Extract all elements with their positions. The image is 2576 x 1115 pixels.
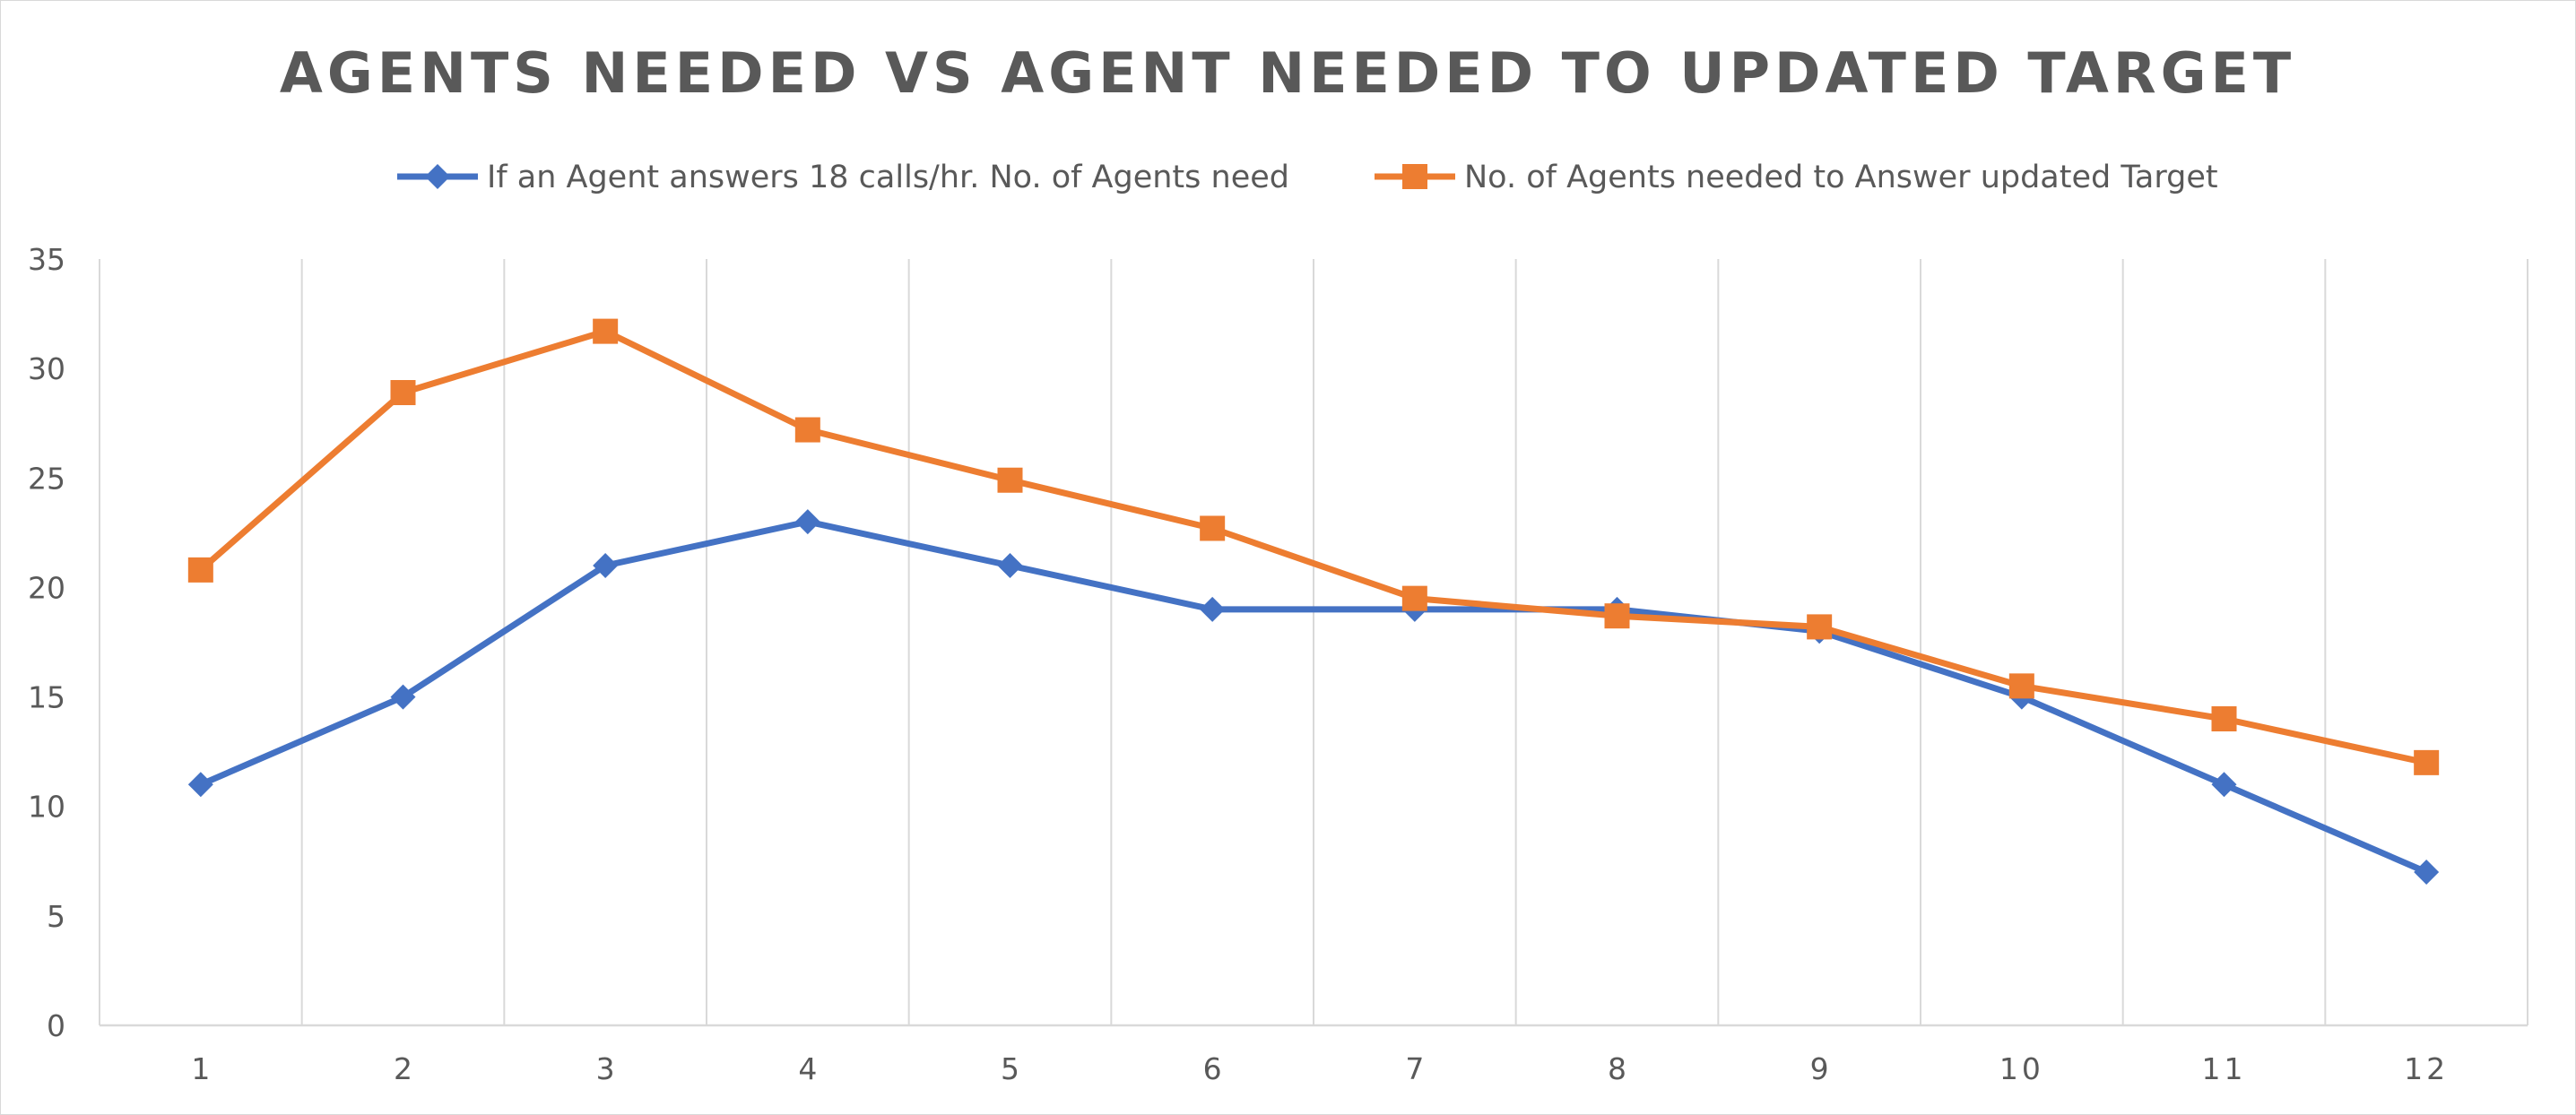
y-tick-label: 30 <box>28 351 65 386</box>
x-tick-label: 4 <box>798 1051 817 1086</box>
legend: If an Agent answers 18 calls/hr. No. of … <box>397 160 2218 195</box>
x-tick-label: 11 <box>2202 1051 2247 1086</box>
legend-entry-series-1[interactable]: If an Agent answers 18 calls/hr. No. of … <box>397 160 1289 195</box>
data-point-series-2[interactable] <box>1807 614 1833 640</box>
data-point-series-1[interactable] <box>187 772 213 798</box>
grid-lines <box>99 259 2528 1027</box>
data-point-series-1[interactable] <box>1200 596 1226 622</box>
y-tick-label: 5 <box>47 899 65 934</box>
data-point-series-2[interactable] <box>1200 515 1226 541</box>
data-point-series-2[interactable] <box>2008 673 2034 699</box>
data-point-series-2[interactable] <box>2414 749 2440 775</box>
series-2 <box>187 318 2440 775</box>
legend-marker-series-2 <box>1402 164 1427 189</box>
x-tick-label: 12 <box>2404 1051 2449 1086</box>
x-axis-labels: 1 2 3 4 5 6 7 8 9 10 11 12 <box>191 1051 2449 1086</box>
data-point-series-1[interactable] <box>997 553 1023 578</box>
data-point-series-2[interactable] <box>187 557 213 583</box>
legend-label-series-2: No. of Agents needed to Answer updated T… <box>1464 160 2218 195</box>
data-point-series-2[interactable] <box>1604 603 1630 629</box>
y-tick-label: 25 <box>28 461 65 496</box>
legend-entry-series-2[interactable]: No. of Agents needed to Answer updated T… <box>1375 160 2218 195</box>
x-tick-label: 5 <box>1001 1051 1019 1086</box>
data-point-series-1[interactable] <box>2211 772 2237 798</box>
data-point-series-1[interactable] <box>593 553 619 578</box>
series-line-1 <box>197 518 2430 876</box>
x-tick-label: 2 <box>394 1051 412 1086</box>
x-tick-label: 9 <box>1810 1051 1829 1086</box>
x-tick-label: 3 <box>596 1051 615 1086</box>
y-tick-label: 35 <box>28 242 65 277</box>
x-tick-label: 1 <box>191 1051 210 1086</box>
data-point-series-1[interactable] <box>2414 860 2440 885</box>
data-point-series-2[interactable] <box>593 318 619 344</box>
data-point-series-2[interactable] <box>390 380 416 406</box>
chart-title: AGENTS NEEDED VS AGENT NEEDED TO UPDATED… <box>280 40 2295 106</box>
data-point-series-2[interactable] <box>794 417 820 443</box>
data-point-series-1[interactable] <box>390 684 416 710</box>
data-point-series-2[interactable] <box>997 467 1023 493</box>
y-tick-label: 0 <box>47 1008 65 1043</box>
x-tick-label: 10 <box>1999 1051 2044 1086</box>
legend-marker-series-1 <box>425 164 450 189</box>
data-point-series-2[interactable] <box>1401 585 1427 611</box>
x-tick-label: 7 <box>1405 1051 1424 1086</box>
x-tick-label: 8 <box>1608 1051 1626 1086</box>
data-point-series-1[interactable] <box>794 509 820 535</box>
legend-label-series-1: If an Agent answers 18 calls/hr. No. of … <box>487 160 1289 195</box>
series-line-2 <box>197 328 2430 766</box>
x-tick-label: 6 <box>1203 1051 1222 1086</box>
y-tick-label: 20 <box>28 570 65 605</box>
y-tick-label: 15 <box>28 680 65 715</box>
series-group <box>187 318 2440 885</box>
data-point-series-2[interactable] <box>2211 706 2237 731</box>
y-tick-label: 10 <box>28 790 65 825</box>
y-axis-labels: 0 5 10 15 20 25 30 35 <box>28 242 65 1043</box>
